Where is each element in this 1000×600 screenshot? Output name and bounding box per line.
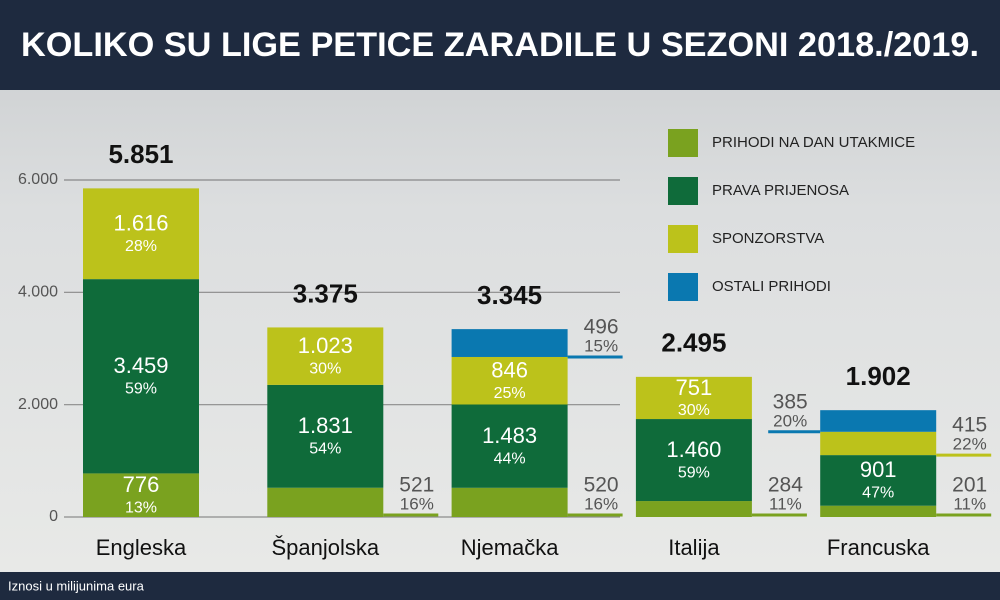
x-tick-label: Engleska	[96, 535, 187, 560]
legend-label: SPONZORSTVA	[712, 230, 824, 247]
share-label: 13%	[125, 499, 157, 516]
share-label: 59%	[125, 380, 157, 397]
value-label: 1.616	[113, 211, 168, 236]
share-label: 11%	[953, 494, 986, 513]
share-label: 11%	[769, 494, 802, 513]
legend-label: PRIHODI NA DAN UTAKMICE	[712, 134, 915, 151]
value-label: 284	[768, 474, 803, 497]
legend-label: PRAVA PRIJENOSA	[712, 182, 849, 199]
value-label: 1.460	[666, 437, 721, 462]
value-label: 385	[773, 390, 808, 413]
total-label: 3.345	[477, 280, 542, 310]
bar-segment	[635, 501, 752, 517]
bar-segment	[820, 431, 937, 456]
value-label: 846	[491, 358, 528, 383]
x-tick-label: Njemačka	[461, 535, 560, 560]
value-label: 901	[860, 457, 897, 482]
legend-label: OSTALI PRIHODI	[712, 278, 831, 295]
value-label: 751	[676, 375, 713, 400]
bar-segment	[635, 376, 752, 420]
share-label: 54%	[309, 441, 341, 458]
bar-segment	[635, 419, 752, 502]
bar-segment	[451, 487, 568, 517]
legend-swatch	[668, 129, 698, 157]
y-tick-label: 6.000	[18, 171, 58, 188]
footer	[0, 572, 1000, 600]
value-label: 1.483	[482, 423, 537, 448]
share-label: 30%	[678, 402, 710, 419]
value-label: 496	[584, 316, 619, 339]
bar-segment	[451, 404, 568, 488]
share-label: 28%	[125, 238, 157, 255]
bar-segment	[83, 188, 199, 280]
legend-swatch	[668, 225, 698, 253]
bar-segment	[820, 455, 937, 506]
share-label: 20%	[773, 411, 807, 430]
value-label: 3.459	[113, 353, 168, 378]
y-tick-label: 2.000	[18, 396, 58, 413]
value-label: 415	[952, 414, 987, 437]
bar-segment	[267, 487, 384, 517]
bar-segment	[820, 505, 937, 517]
value-label: 201	[952, 474, 987, 497]
value-label: 521	[399, 474, 434, 497]
legend-swatch	[668, 273, 698, 301]
share-label: 15%	[584, 336, 618, 355]
share-label: 30%	[309, 360, 341, 377]
share-label: 16%	[584, 494, 618, 513]
share-label: 59%	[678, 464, 710, 481]
share-label: 25%	[494, 385, 526, 402]
value-label: 776	[123, 472, 160, 497]
total-label: 2.495	[661, 328, 726, 358]
total-label: 1.902	[846, 361, 911, 391]
total-label: 5.851	[108, 139, 173, 169]
x-tick-label: Španjolska	[271, 535, 379, 560]
share-label: 22%	[953, 435, 987, 454]
y-tick-label: 4.000	[18, 284, 58, 301]
x-tick-label: Italija	[668, 535, 720, 560]
share-label: 16%	[400, 494, 434, 513]
value-label: 520	[584, 474, 619, 497]
bar-segment	[451, 356, 568, 405]
header	[0, 0, 1000, 90]
share-label: 47%	[862, 485, 894, 502]
chart-title: KOLIKO SU LIGE PETICE ZARADILE U SEZONI …	[21, 26, 979, 64]
bar-segment	[83, 473, 199, 517]
bar-segment	[267, 327, 384, 385]
x-tick-label: Francuska	[827, 535, 930, 560]
legend-swatch	[668, 177, 698, 205]
bar-segment	[267, 384, 384, 488]
bar-segment	[451, 329, 568, 357]
total-label: 3.375	[293, 278, 358, 308]
share-label: 44%	[494, 450, 526, 467]
bar-segment	[820, 410, 937, 432]
y-tick-label: 0	[49, 508, 58, 525]
value-label: 1.831	[298, 413, 353, 438]
bar-segment	[83, 279, 199, 474]
footnote: Iznosi u milijunima eura	[8, 578, 145, 593]
value-label: 1.023	[298, 333, 353, 358]
